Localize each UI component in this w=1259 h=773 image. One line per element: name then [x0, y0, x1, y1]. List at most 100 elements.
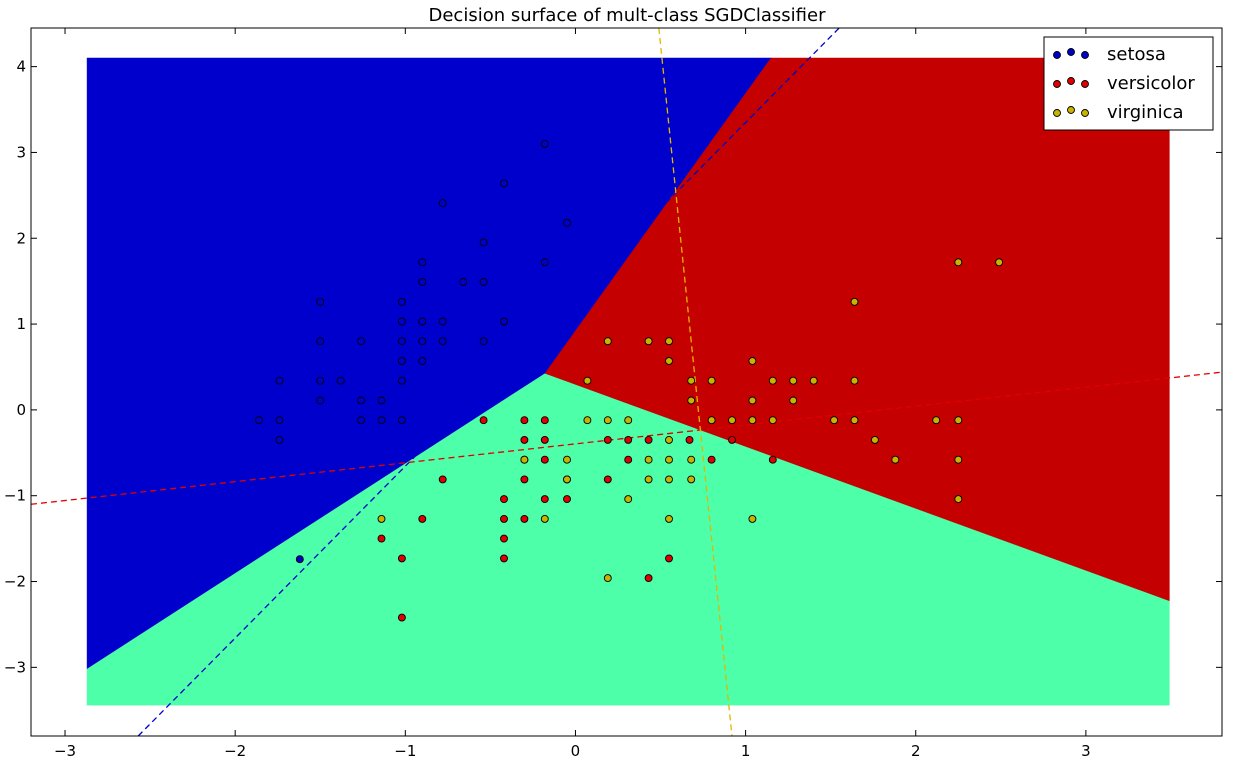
x-tick-label: 2 — [911, 742, 921, 760]
point-setosa — [500, 317, 508, 326]
point-versicolor — [500, 514, 508, 523]
point-virginica — [644, 475, 653, 484]
point-setosa — [418, 337, 427, 346]
point-versicolor — [768, 455, 777, 464]
point-setosa — [316, 376, 325, 385]
point-virginica — [624, 495, 633, 504]
point-setosa — [377, 396, 386, 405]
point-setosa — [357, 337, 366, 346]
legend-marker — [1081, 51, 1089, 59]
y-tick-label: −1 — [4, 487, 26, 505]
point-setosa — [459, 278, 468, 286]
legend-marker — [1053, 109, 1061, 117]
legend-entry-virginica: virginica — [1053, 102, 1184, 123]
y-tick-label: 1 — [16, 315, 26, 333]
point-virginica — [954, 416, 963, 425]
decision-surface — [86, 57, 1170, 706]
x-tick-label: 1 — [741, 742, 751, 760]
legend-label: versicolor — [1107, 73, 1195, 94]
point-setosa — [397, 297, 406, 306]
legend: setosa versicolor virginica — [1043, 36, 1214, 131]
point-virginica — [830, 416, 839, 425]
point-versicolor — [540, 495, 549, 504]
legend-marker — [1067, 77, 1075, 85]
point-versicolor — [500, 554, 508, 563]
point-virginica — [850, 376, 859, 385]
point-virginica — [583, 376, 592, 385]
point-virginica — [665, 435, 673, 444]
point-virginica — [563, 475, 571, 484]
point-virginica — [563, 455, 571, 464]
x-tick-label: −2 — [224, 742, 246, 760]
point-virginica — [644, 455, 653, 464]
point-versicolor — [418, 514, 427, 523]
point-virginica — [603, 574, 612, 583]
point-setosa — [397, 416, 406, 425]
point-virginica — [665, 455, 673, 464]
point-virginica — [540, 514, 549, 523]
point-setosa — [397, 357, 406, 365]
point-virginica — [954, 258, 963, 267]
point-virginica — [665, 337, 673, 346]
y-tick-label: −2 — [4, 573, 26, 591]
point-setosa — [357, 416, 366, 425]
point-setosa — [316, 396, 325, 405]
point-virginica — [665, 357, 673, 365]
point-virginica — [932, 416, 941, 425]
point-setosa — [275, 435, 284, 444]
point-virginica — [870, 435, 879, 444]
point-setosa — [316, 337, 325, 346]
point-setosa — [438, 317, 447, 326]
point-versicolor — [540, 435, 549, 444]
point-versicolor — [520, 416, 529, 425]
point-setosa — [295, 555, 304, 564]
point-setosa — [316, 297, 325, 306]
point-setosa — [438, 337, 447, 346]
y-tick-label: 4 — [16, 58, 26, 76]
point-virginica — [748, 514, 757, 523]
point-virginica — [665, 514, 673, 523]
point-versicolor — [644, 435, 653, 444]
point-versicolor — [500, 534, 508, 543]
point-virginica — [603, 337, 612, 346]
point-setosa — [377, 416, 386, 425]
point-versicolor — [603, 475, 612, 484]
point-versicolor — [438, 475, 447, 484]
point-versicolor — [520, 475, 529, 484]
point-virginica — [748, 357, 757, 365]
point-setosa — [397, 317, 406, 326]
point-setosa — [418, 258, 427, 267]
point-virginica — [583, 416, 592, 425]
point-versicolor — [540, 416, 549, 425]
point-setosa — [418, 317, 427, 326]
point-versicolor — [603, 435, 612, 444]
point-virginica — [707, 416, 716, 425]
point-versicolor — [624, 455, 633, 464]
legend-marker — [1053, 80, 1061, 88]
point-versicolor — [397, 613, 406, 622]
point-virginica — [624, 416, 633, 425]
x-tick-label: 0 — [571, 742, 581, 760]
legend-marker — [1053, 51, 1061, 59]
point-virginica — [789, 376, 798, 385]
x-tick-label: −1 — [394, 742, 416, 760]
point-virginica — [768, 376, 777, 385]
point-versicolor — [540, 455, 549, 464]
point-virginica — [850, 416, 859, 425]
point-versicolor — [377, 534, 386, 543]
point-setosa — [479, 337, 488, 346]
point-virginica — [665, 475, 673, 484]
point-versicolor — [644, 574, 653, 583]
point-versicolor — [685, 435, 694, 444]
point-versicolor — [397, 554, 406, 563]
point-versicolor — [520, 435, 529, 444]
hyperplane-lines — [31, 28, 1222, 736]
point-setosa — [540, 139, 549, 148]
point-versicolor — [707, 455, 716, 464]
region-virginica — [86, 373, 1170, 706]
point-setosa — [438, 199, 447, 208]
point-versicolor — [624, 435, 633, 444]
point-setosa — [397, 376, 406, 385]
point-virginica — [748, 396, 757, 405]
point-virginica — [644, 337, 653, 346]
